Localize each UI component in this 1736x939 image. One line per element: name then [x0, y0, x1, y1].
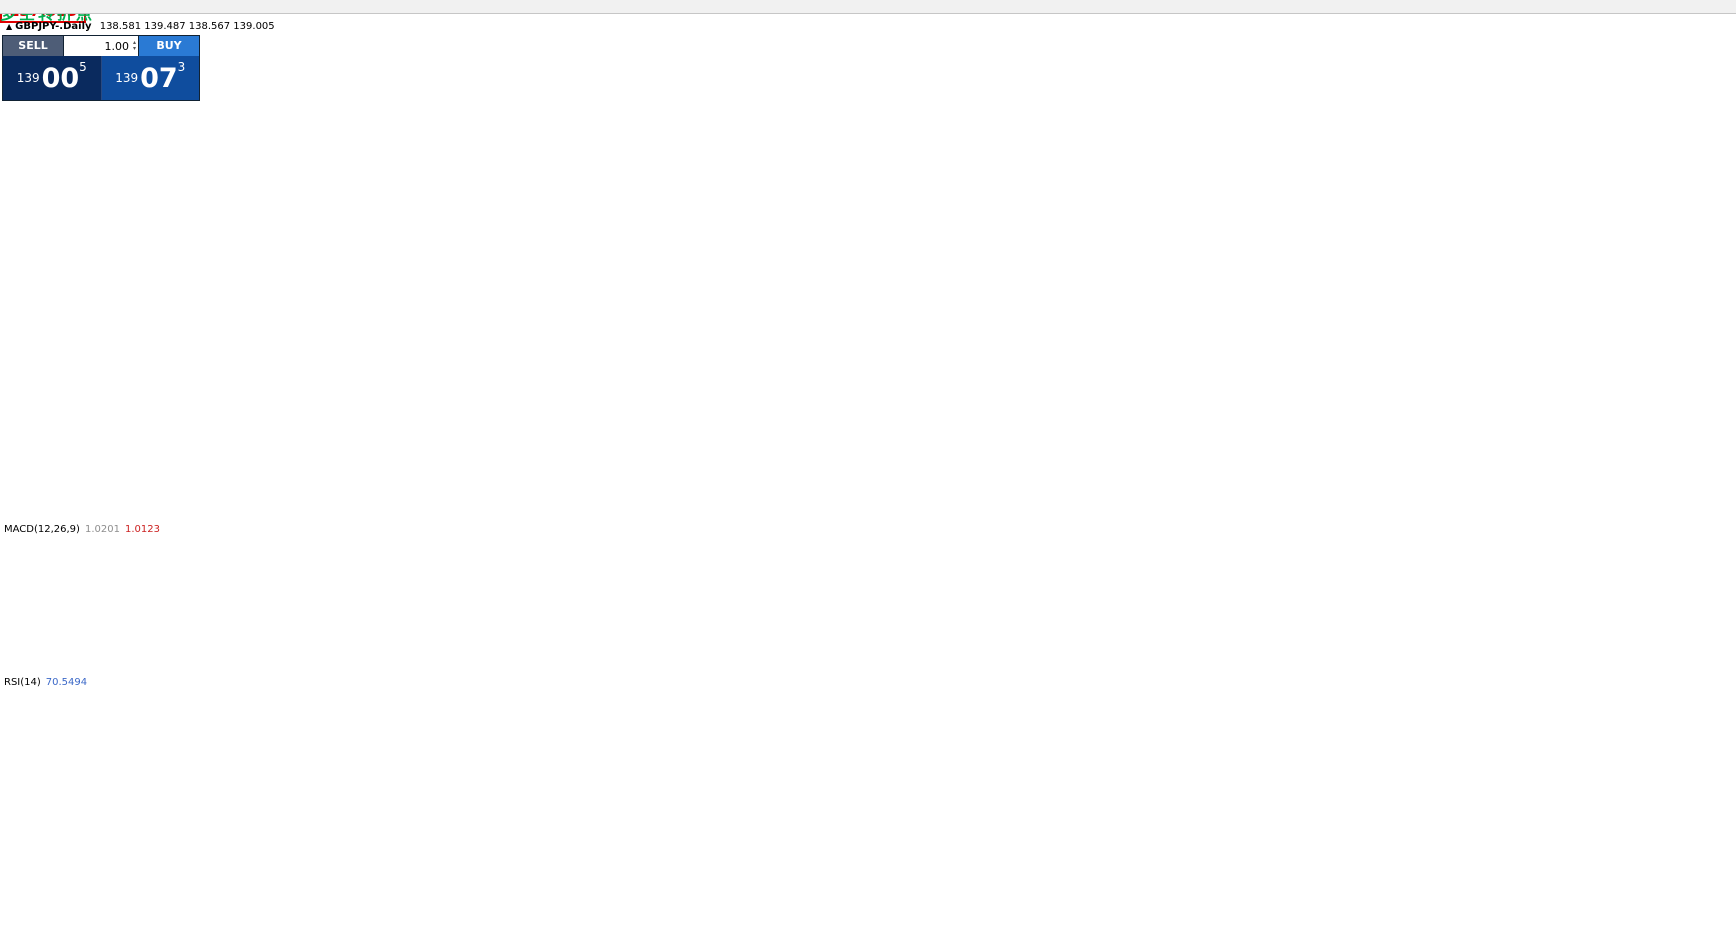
buy-button[interactable]: BUY — [139, 36, 199, 56]
sell-button[interactable]: SELL — [3, 36, 63, 56]
buy-price-point: 3 — [177, 60, 186, 74]
rsi-name: RSI(14) — [4, 677, 41, 688]
volume-stepper[interactable]: ▴ ▾ — [131, 40, 138, 52]
volume-input[interactable] — [78, 38, 131, 54]
macd-signal-value: 1.0123 — [124, 524, 160, 535]
sell-price-figure: 139 — [16, 71, 40, 85]
chart-symbol-label: GBPJPY-.Daily — [15, 21, 92, 32]
volume-field-wrap: ▴▾ — [63, 36, 139, 56]
sell-price[interactable]: 139 00 5 — [3, 56, 102, 100]
macd-indicator-label: MACD(12,26,9) 1.0201 1.0123 — [4, 524, 160, 535]
buy-price-figure: 139 — [115, 71, 139, 85]
macd-main-value: 1.0201 — [84, 524, 120, 535]
main-toolbar — [0, 0, 1736, 14]
buy-price[interactable]: 139 07 3 — [101, 56, 199, 100]
rsi-value: 70.5494 — [45, 677, 88, 688]
chart-ohlc-values: 138.581 139.487 138.567 139.005 — [99, 21, 275, 32]
buy-price-pips: 07 — [140, 62, 178, 94]
rsi-indicator-label: RSI(14) 70.5494 — [4, 677, 87, 688]
volume-down-icon[interactable]: ▾ — [132, 45, 136, 52]
collapse-trade-panel-button[interactable]: ▲ — [6, 22, 13, 31]
macd-name: MACD(12,26,9) — [4, 524, 80, 535]
volume-up-icon[interactable]: ▴ — [132, 39, 136, 46]
chart-header: ▲ GBPJPY-.Daily 138.581 139.487 138.567 1… — [6, 21, 275, 32]
sell-price-pips: 00 — [41, 62, 80, 94]
sell-price-point: 5 — [79, 60, 87, 74]
